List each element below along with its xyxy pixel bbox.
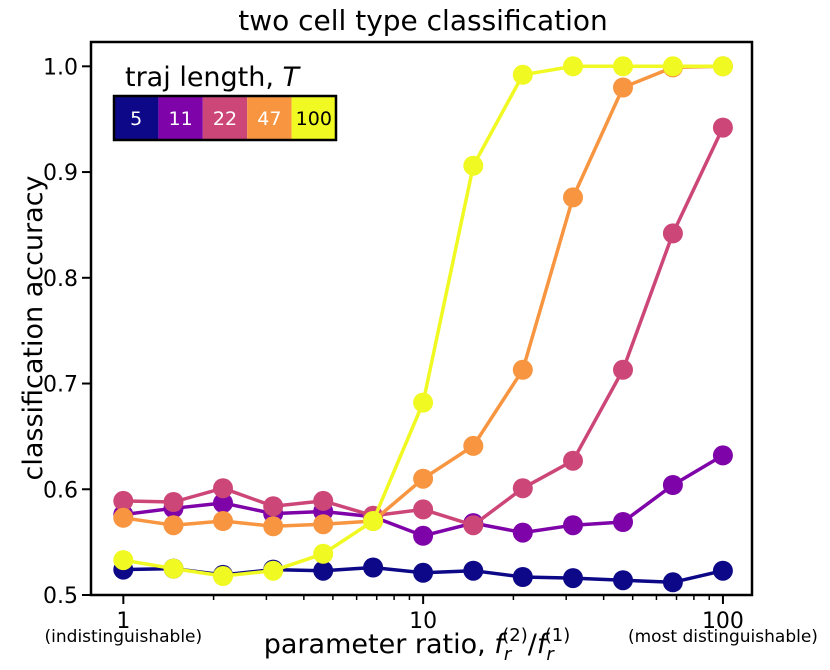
data-point: [263, 560, 284, 581]
data-point: [512, 522, 533, 543]
legend-border: [112, 94, 338, 142]
series-100: [113, 56, 733, 586]
data-point: [463, 155, 484, 176]
x-axis-label-sub-num: r: [504, 644, 513, 665]
x-tick-label: 10: [409, 609, 437, 634]
data-point: [463, 515, 484, 536]
y-tick-label: 0.9: [43, 161, 78, 186]
data-point: [413, 468, 434, 489]
legend: traj length, T 5 11 22 47 100: [112, 62, 338, 142]
data-point: [213, 566, 233, 586]
x-axis-label-slash: /: [528, 629, 538, 660]
plot-frame: [89, 40, 754, 597]
x-tick-label: 1: [116, 609, 130, 634]
legend-label: 100: [296, 108, 332, 130]
data-point: [662, 572, 683, 593]
x-tick-note: (indistinguishable): [45, 627, 203, 647]
data-point: [613, 56, 633, 77]
data-point: [113, 550, 134, 571]
series-line: [123, 126, 725, 527]
legend-swatch: [158, 96, 203, 140]
data-point: [163, 515, 184, 536]
legend-items: 5 11 22 47 100: [114, 96, 336, 140]
data-point: [363, 557, 384, 578]
y-tick-label: 0.6: [43, 478, 78, 503]
data-point: [163, 558, 184, 579]
data-point: [662, 56, 683, 77]
plot-series: [113, 56, 733, 593]
data-point: [512, 64, 533, 85]
y-axis-label: classification accuracy: [18, 175, 49, 480]
axis-ticks: 0.5 0.6 0.7 0.8 0.9 1.0 1(indistinguishable) 10…: [43, 55, 818, 647]
data-point: [213, 478, 233, 499]
data-point: [613, 570, 633, 591]
data-point: [313, 543, 334, 564]
y-tick-label: 0.8: [43, 267, 78, 292]
series-11: [113, 445, 733, 546]
data-point: [563, 568, 583, 589]
legend-swatch: [114, 96, 159, 140]
data-point: [113, 490, 134, 511]
data-point: [613, 77, 633, 98]
legend-title-var: T: [283, 62, 302, 93]
legend-label: 47: [257, 108, 281, 130]
data-point: [712, 560, 733, 581]
y-tick-label: 0.5: [43, 584, 78, 609]
data-point: [413, 392, 434, 413]
x-axis-label: parameter ratio, fr(2)/fr(1): [264, 625, 571, 665]
legend-swatch: [247, 96, 292, 140]
data-point: [163, 492, 184, 512]
x-axis-label-sup-num: (2): [502, 625, 528, 646]
legend-swatch: [291, 96, 336, 140]
data-point: [512, 478, 533, 499]
data-point: [613, 359, 633, 380]
legend-label: 22: [213, 108, 237, 130]
data-point: [213, 511, 233, 531]
x-axis-label-sup-den: (1): [545, 625, 571, 646]
data-point: [313, 514, 334, 535]
x-axis-label-sub-den: r: [546, 644, 555, 665]
data-point: [563, 56, 583, 77]
y-tick-label: 1.0: [43, 55, 78, 80]
data-point: [712, 117, 733, 138]
legend-label: 5: [130, 108, 142, 130]
data-point: [213, 493, 233, 513]
series-line: [123, 453, 724, 538]
data-point: [662, 475, 683, 495]
data-point: [463, 435, 484, 456]
data-point: [512, 567, 533, 587]
legend-swatch: [202, 96, 248, 140]
data-point: [463, 560, 484, 581]
legend-title-text: traj length,: [125, 62, 283, 93]
data-point: [512, 359, 533, 380]
data-point: [563, 515, 583, 536]
data-point: [413, 499, 434, 520]
data-point: [363, 511, 384, 531]
y-tick-label: 0.7: [43, 373, 78, 398]
data-point: [313, 560, 334, 581]
data-point: [263, 516, 284, 537]
x-tick-label: 100: [702, 609, 744, 634]
x-axis-label-prefix: parameter ratio,: [264, 629, 495, 660]
data-point: [662, 223, 683, 244]
series-22: [113, 117, 733, 536]
data-point: [263, 496, 284, 517]
data-point: [413, 562, 434, 583]
legend-label: 11: [169, 108, 193, 130]
data-point: [563, 187, 583, 208]
data-point: [313, 490, 334, 511]
chart-title: two cell type classification: [238, 4, 608, 37]
x-tick-note: (most distinguishable): [628, 627, 818, 647]
data-point: [413, 525, 434, 546]
data-point: [563, 450, 583, 471]
data-point: [712, 445, 733, 466]
data-point: [113, 507, 134, 528]
data-point: [712, 56, 733, 77]
data-point: [613, 512, 633, 532]
legend-title: traj length, T: [125, 62, 302, 93]
